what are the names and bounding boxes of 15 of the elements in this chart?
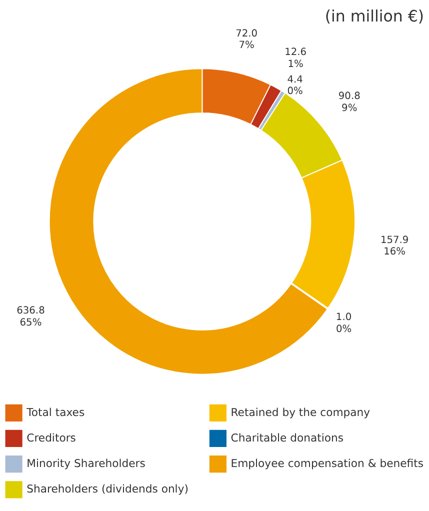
chart-title: (in million €) [324, 6, 424, 26]
legend-label: Retained by the company [230, 406, 371, 419]
data-label: 90.8 9% [338, 91, 360, 114]
data-label: 1.0 0% [336, 312, 352, 335]
legend-label: Charitable donations [230, 431, 344, 444]
data-label: 636.8 65% [16, 306, 45, 329]
data-label: 157.9 16% [380, 234, 409, 258]
legend-label: Shareholders (dividends only) [26, 482, 188, 496]
legend-label: Creditors [26, 431, 76, 444]
data-label: 4.4 0% [287, 74, 303, 98]
data-label: 12.6 1% [284, 47, 307, 70]
legend-label: Employee compensation & benefits [230, 457, 424, 470]
legend-label: Total taxes [26, 406, 85, 419]
data-label: 72.0 7% [236, 28, 258, 52]
legend-label: Minority Shareholders [26, 457, 146, 470]
